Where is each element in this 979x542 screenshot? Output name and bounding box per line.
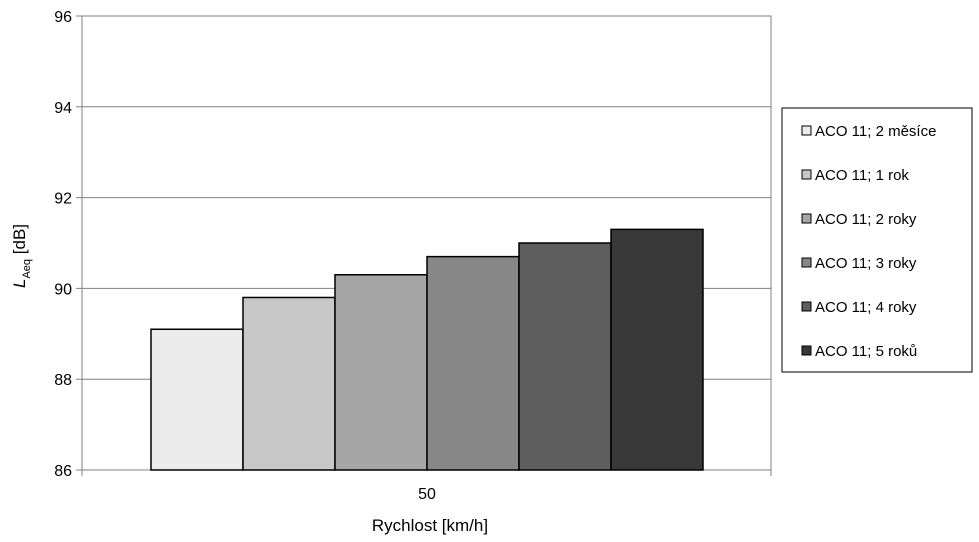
bar <box>518 242 612 471</box>
legend-box <box>781 107 973 373</box>
legend-swatch <box>801 301 812 312</box>
y-tick-label: 96 <box>54 9 72 26</box>
legend-swatch <box>801 257 812 268</box>
y-axis-title-unit: [dB] <box>10 224 29 259</box>
legend-swatch <box>801 345 812 356</box>
legend-label: ACO 11; 3 roky <box>815 255 917 272</box>
legend-label: ACO 11; 1 rok <box>815 167 909 184</box>
y-tick-label: 88 <box>54 372 72 389</box>
y-tick-label: 86 <box>54 463 72 480</box>
bar <box>150 328 244 471</box>
bar <box>242 296 336 471</box>
legend-label: ACO 11; 5 roků <box>815 343 917 360</box>
y-tick-label: 90 <box>54 281 72 298</box>
y-axis-title-sub: Aeq <box>21 259 33 279</box>
x-axis-title: Rychlost [km/h] <box>372 516 488 535</box>
legend-label: ACO 11; 2 roky <box>815 211 917 228</box>
y-axis-tick-labels: 86 88 90 92 94 96 <box>54 9 72 480</box>
bars <box>150 228 704 471</box>
y-axis-title-main: L <box>10 279 29 288</box>
legend-swatch <box>801 169 812 180</box>
legend-swatch <box>801 125 812 136</box>
legend-label: ACO 11; 4 roky <box>815 299 917 316</box>
y-tick-label: 94 <box>54 100 72 117</box>
y-tick-label: 92 <box>54 191 72 208</box>
bar <box>334 274 428 471</box>
x-axis-tick-labels: 50 <box>81 470 772 503</box>
legend-swatch <box>801 213 812 224</box>
x-tick-label: 50 <box>418 486 436 503</box>
y-axis-title: LAeq [dB] <box>10 224 33 288</box>
bar <box>610 228 704 471</box>
bar <box>426 255 520 471</box>
legend-label: ACO 11; 2 měsíce <box>815 123 936 140</box>
legend: ACO 11; 2 měsíce ACO 11; 1 rok ACO 11; 2 r… <box>781 107 973 373</box>
